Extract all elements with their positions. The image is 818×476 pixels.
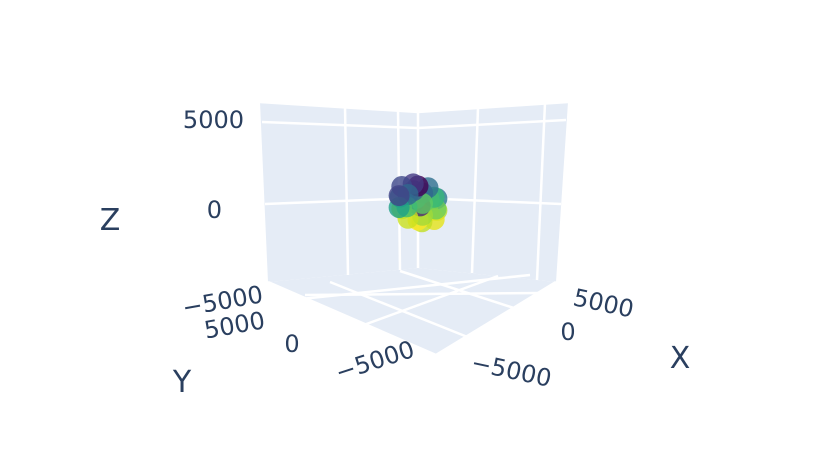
y-tick-minus-5000: −5000: [332, 335, 418, 387]
scatter-points[interactable]: [388, 173, 448, 233]
z-tick-5000: 5000: [183, 106, 244, 134]
pane-floor: [268, 268, 556, 355]
y-axis-title: Y: [172, 365, 192, 400]
pane-right: [418, 102, 568, 282]
x-axis-title: X: [670, 341, 691, 376]
x-tick-0: 0: [560, 318, 575, 346]
y-tick-0: 0: [284, 330, 299, 358]
pane-left: [260, 102, 418, 282]
z-tick-0: 0: [207, 196, 222, 224]
x-tick-5000: 5000: [571, 283, 637, 323]
x-tick-minus-5000: −5000: [469, 348, 554, 392]
z-axis-title: Z: [100, 203, 121, 238]
scatter-point[interactable]: [388, 185, 410, 207]
